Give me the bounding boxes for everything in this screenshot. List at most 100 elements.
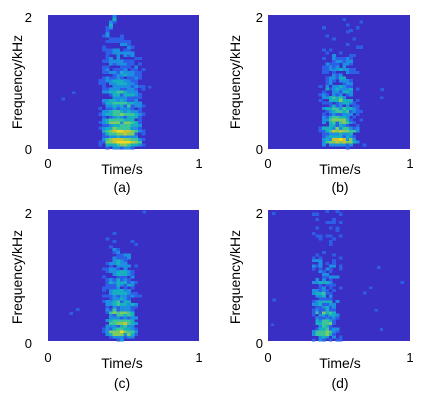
spectrogram-cell [137, 115, 142, 119]
spectrogram-speckle [379, 328, 384, 331]
spectrogram-cell [116, 129, 121, 133]
spectrogram-cell [105, 31, 110, 35]
spectrogram-cell [123, 332, 128, 336]
spectrogram-cell [116, 137, 121, 141]
spectrogram-cell [322, 300, 326, 304]
spectrogram-cell [339, 234, 343, 238]
spectrogram-cell [119, 297, 124, 301]
spectrogram-cell [318, 305, 323, 309]
spectrogram-cell [332, 95, 336, 100]
spectrogram-cell [134, 95, 139, 100]
spectrogram-cell [116, 123, 121, 127]
spectrogram-cell [116, 305, 121, 309]
spectrogram-cell [328, 242, 333, 246]
spectrogram-cell [325, 137, 330, 141]
spectrogram-speckle [374, 308, 378, 312]
spectrogram-cell [112, 321, 117, 325]
spectrogram-cell [119, 112, 124, 116]
spectrogram-cell [123, 272, 128, 276]
spectrogram-cell [127, 118, 131, 122]
spectrogram-cell [359, 20, 363, 24]
spectrogram-cell [325, 126, 330, 130]
spectrogram-cell [339, 143, 343, 147]
spectrogram-cell [134, 109, 139, 114]
spectrogram-cell [116, 338, 121, 342]
spectrogram-cell [328, 121, 333, 125]
spectrogram-cell [325, 261, 330, 265]
spectrogram-cell [130, 109, 135, 114]
ytick-bottom-b: 0 [256, 142, 263, 157]
spectrogram-cell [112, 90, 117, 94]
spectrogram-cell [105, 87, 110, 91]
spectrogram-cell [137, 70, 142, 74]
spectrogram-cell [119, 107, 124, 111]
spectrogram-cell [105, 237, 110, 241]
spectrogram-cell [318, 300, 323, 304]
spectrogram-cell [342, 143, 347, 147]
spectrogram-cell [315, 278, 320, 282]
ytick-bottom-c: 0 [25, 336, 32, 351]
spectrogram-cell [134, 321, 139, 325]
spectrogram-cell [130, 51, 135, 55]
spectrogram-cell [325, 34, 330, 38]
spectrogram-cell [105, 129, 110, 133]
spectrogram-cell [349, 28, 353, 33]
spectrogram-cell [101, 275, 106, 279]
spectrogram-cell [318, 283, 323, 287]
spectrogram-cell [116, 267, 121, 271]
spectrogram-cell [116, 302, 121, 306]
spectrogram-cell [352, 109, 357, 114]
spectrogram-cell [342, 17, 347, 21]
spectrogram-cell [123, 95, 128, 100]
spectrogram-cell [332, 140, 336, 144]
spectrogram-cell [123, 126, 128, 130]
spectrogram-cell [137, 56, 142, 60]
spectrogram-cell [345, 42, 350, 47]
spectrogram-cell [123, 68, 128, 72]
spectrogram-cell [112, 261, 117, 265]
caption-b: (b) [331, 179, 348, 195]
spectrogram-cell [328, 291, 333, 295]
spectrogram-cell [105, 146, 110, 150]
spectrogram-cell [325, 310, 330, 315]
spectrogram-cell [123, 286, 128, 290]
spectrogram-cell [127, 90, 131, 94]
spectrogram-cell [98, 79, 103, 83]
xtick-right-d: 1 [406, 350, 413, 365]
spectrogram-cell [112, 87, 117, 91]
spectrogram-cell [130, 240, 135, 244]
spectrogram-cell [315, 226, 320, 230]
spectrogram-cell [116, 146, 121, 150]
spectrogram-cell [318, 259, 323, 263]
spectrogram-cell [332, 218, 336, 222]
spectrogram-cell [352, 135, 357, 139]
spectrogram-cell [134, 115, 139, 119]
spectrogram-cell [123, 330, 128, 334]
spectrogram-cell [328, 267, 333, 271]
spectrogram-cell [130, 140, 135, 144]
spectrogram-cell [119, 40, 124, 44]
spectrogram-cell [116, 73, 121, 77]
spectrogram-cell [322, 93, 326, 97]
spectrogram-cell [328, 313, 333, 317]
spectrogram-cell [101, 123, 106, 127]
spectrogram-cell [315, 327, 320, 331]
spectrogram-cell [137, 93, 142, 97]
spectrogram-cell [130, 291, 135, 295]
spectrogram-cell [112, 327, 117, 331]
spectrogram-cell [105, 294, 110, 298]
spectrogram-cell [325, 140, 330, 144]
spectrogram-cell [355, 45, 360, 49]
spectrogram-cell [315, 280, 320, 284]
xtick-left-b: 0 [264, 156, 271, 171]
spectrogram-cell [318, 332, 323, 336]
spectrogram-cell [119, 305, 124, 309]
spectrogram-speckle [272, 298, 276, 302]
spectrogram-cell [339, 135, 343, 139]
ylabel-a: Frequency/kHz [9, 35, 25, 129]
spectrogram-cell [105, 302, 110, 306]
spectrogram-speckle [345, 30, 350, 34]
spectrogram-cell [352, 115, 357, 119]
spectrogram-cell [119, 321, 124, 325]
spectrogram-cell [332, 87, 336, 91]
